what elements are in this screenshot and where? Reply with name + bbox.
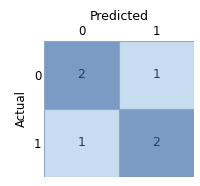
Text: 2: 2: [78, 68, 85, 81]
Bar: [44, 41, 119, 109]
Y-axis label: Actual: Actual: [15, 90, 28, 127]
Bar: [44, 109, 119, 177]
X-axis label: Predicted: Predicted: [90, 10, 148, 23]
Text: 1: 1: [78, 136, 85, 149]
Bar: [119, 109, 194, 177]
Bar: [119, 41, 194, 109]
Text: 2: 2: [153, 136, 160, 149]
Text: 1: 1: [153, 68, 160, 81]
